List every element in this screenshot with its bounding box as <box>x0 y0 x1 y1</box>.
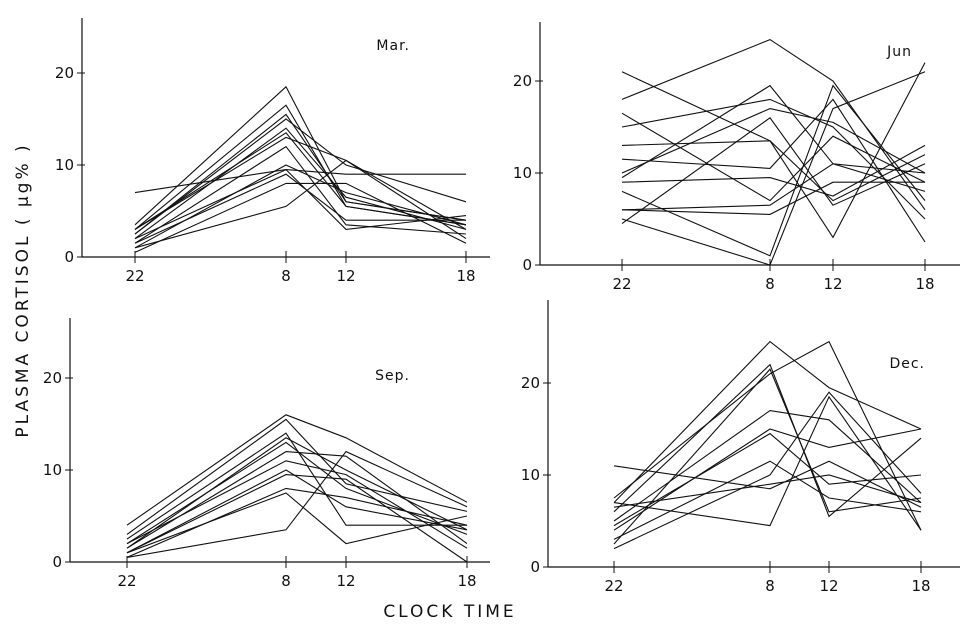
y-tick-label: 20 <box>43 369 62 387</box>
y-tick-label: 0 <box>530 558 540 576</box>
series-line-7 <box>126 487 468 558</box>
series-line-8 <box>621 181 925 215</box>
series-line-2 <box>126 432 467 540</box>
series-line-0 <box>126 414 468 526</box>
series-line-5 <box>134 164 467 249</box>
x-tick-label: 8 <box>281 267 291 285</box>
y-tick-label: 0 <box>52 553 62 571</box>
series-line-8 <box>126 450 468 558</box>
x-tick-label: 18 <box>911 577 930 595</box>
series-line-4 <box>621 84 926 192</box>
x-tick-label: 8 <box>765 577 775 595</box>
series-line-7 <box>134 182 467 253</box>
series-line-1 <box>126 418 468 535</box>
series-line-7 <box>613 460 922 508</box>
x-tick-label: 18 <box>457 572 476 590</box>
series-line-0 <box>621 38 926 211</box>
x-tick-label: 12 <box>336 572 355 590</box>
y-tick-label: 10 <box>43 461 62 479</box>
series-line-13 <box>134 132 467 230</box>
panel-3: 0 10 20 22 8 12 18 Dec. <box>521 300 960 595</box>
y-tick-label: 20 <box>513 72 532 90</box>
panel-title: Dec. <box>889 356 925 372</box>
series-line-6 <box>613 391 922 550</box>
panel-title: Mar. <box>376 38 410 54</box>
y-tick-label: 20 <box>55 64 74 82</box>
y-tick-label: 10 <box>513 164 532 182</box>
x-axis-caption: CLOCK TIME <box>383 602 516 622</box>
x-tick-label: 22 <box>117 572 136 590</box>
series-line-6 <box>134 173 466 244</box>
series-line-12 <box>134 145 467 244</box>
series-line-5 <box>126 469 468 554</box>
series-line-1 <box>613 363 922 518</box>
series-line-2 <box>613 340 922 531</box>
x-tick-label: 22 <box>125 267 144 285</box>
x-tick-label: 12 <box>823 275 842 293</box>
series-line-10 <box>134 168 467 240</box>
panel-0: 0 10 20 22 8 12 18 Mar. <box>55 18 490 285</box>
series-line-10 <box>621 117 926 225</box>
series-line-11 <box>126 437 468 549</box>
series-line-0 <box>613 340 922 503</box>
series-line-12 <box>621 98 926 220</box>
series-line-9 <box>126 492 468 554</box>
x-tick-label: 8 <box>765 275 775 293</box>
panel-title: Sep. <box>375 368 410 384</box>
series-line-5 <box>621 108 926 174</box>
panel-2: 0 10 20 22 8 12 18 Sep. <box>43 318 490 590</box>
y-axis-caption: PLASMA CORTISOL ( µg% ) <box>13 142 33 437</box>
y-tick-label: 0 <box>64 248 74 266</box>
series-line-8 <box>613 395 922 531</box>
series-line-13 <box>621 163 926 211</box>
x-tick-label: 8 <box>281 572 291 590</box>
series-line-10 <box>613 368 922 545</box>
x-tick-label: 22 <box>612 275 631 293</box>
y-tick-label: 20 <box>521 374 540 392</box>
x-tick-label: 12 <box>336 267 355 285</box>
series-line-11 <box>621 144 926 197</box>
x-tick-label: 12 <box>819 577 838 595</box>
panel-title: Jun <box>886 44 912 60</box>
series-line-1 <box>621 62 926 239</box>
series-line-6 <box>126 474 468 563</box>
series-line-9 <box>613 474 922 508</box>
x-tick-label: 18 <box>456 267 475 285</box>
series-line-10 <box>126 460 468 549</box>
series-line-1 <box>134 104 467 230</box>
series-line-7 <box>621 84 926 257</box>
series-line-2 <box>134 113 467 235</box>
series-line-4 <box>134 136 467 240</box>
series-line-8 <box>134 159 467 249</box>
series-line-3 <box>613 410 922 522</box>
panel-1: 0 10 20 22 8 12 18 Jun <box>513 22 960 293</box>
series-line-0 <box>134 85 467 226</box>
y-tick-label: 10 <box>55 156 74 174</box>
x-tick-label: 22 <box>604 577 623 595</box>
y-tick-label: 10 <box>521 466 540 484</box>
series-line-11 <box>134 118 467 235</box>
x-tick-label: 18 <box>915 275 934 293</box>
y-tick-label: 0 <box>522 256 532 274</box>
series-line-2 <box>621 112 926 202</box>
series-line-3 <box>126 441 468 545</box>
series-line-11 <box>613 432 922 527</box>
